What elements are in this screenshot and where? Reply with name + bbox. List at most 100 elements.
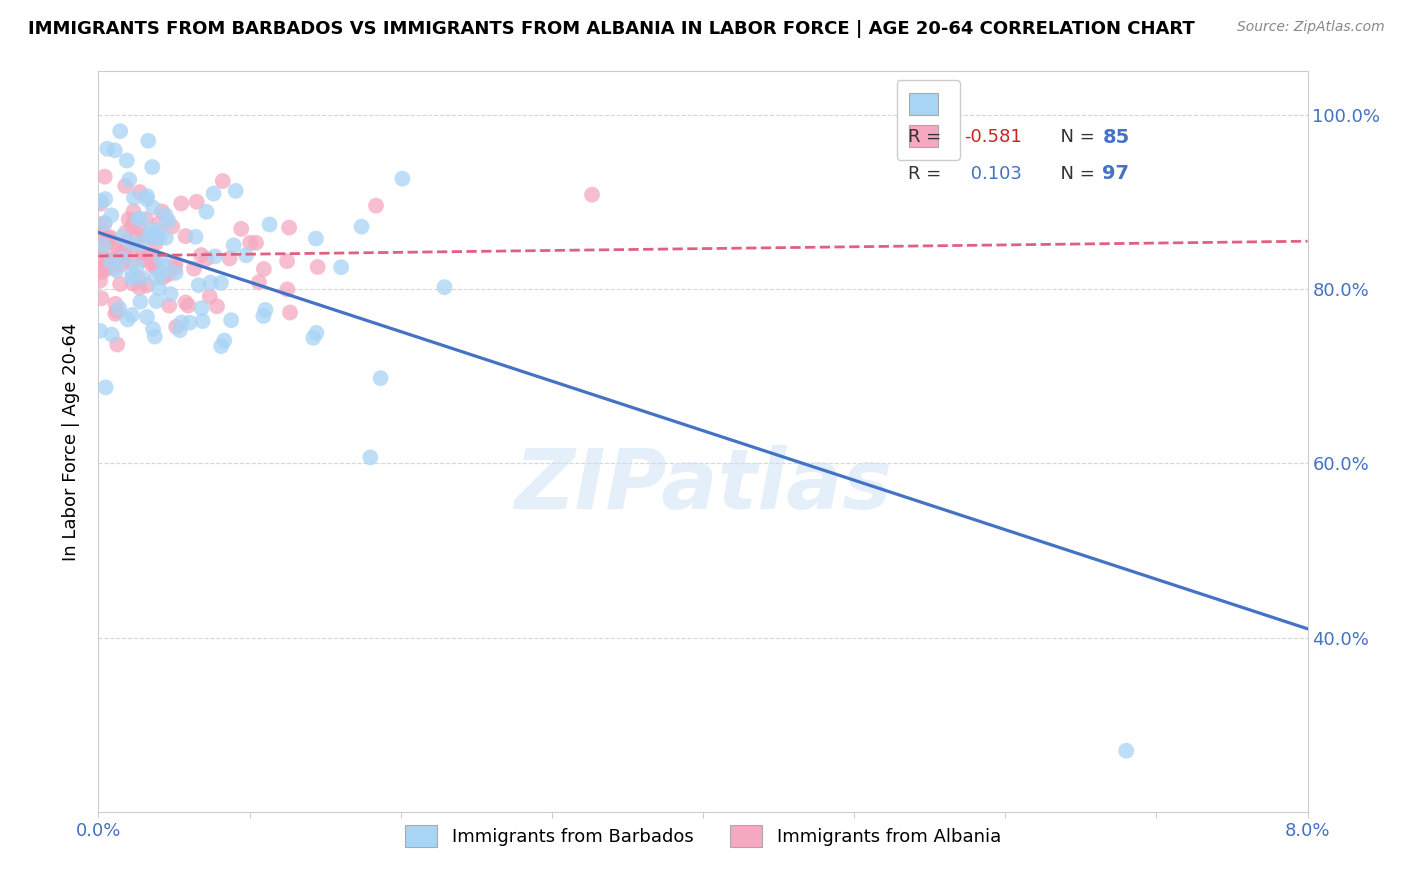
- Text: -0.581: -0.581: [965, 128, 1022, 146]
- Point: [128, 281, 150, 295]
- Point: [307, 260, 329, 274]
- Text: 97: 97: [1102, 164, 1129, 184]
- Point: [90, 196, 112, 211]
- Point: [120, 255, 142, 269]
- Point: [89, 262, 111, 277]
- Point: [101, 258, 124, 272]
- Point: [165, 319, 187, 334]
- Point: [200, 276, 222, 290]
- Point: [145, 294, 167, 309]
- Point: [100, 254, 122, 268]
- Point: [163, 261, 186, 276]
- Point: [145, 236, 167, 251]
- Point: [127, 271, 149, 285]
- Point: [104, 307, 127, 321]
- Point: [121, 271, 143, 285]
- Point: [239, 235, 262, 250]
- Point: [108, 301, 131, 316]
- Point: [91, 260, 114, 275]
- Point: [139, 249, 162, 263]
- Point: [104, 236, 127, 251]
- Point: [108, 277, 131, 291]
- Point: [184, 229, 207, 244]
- Point: [115, 243, 138, 257]
- Point: [247, 275, 270, 289]
- Point: [190, 248, 212, 262]
- Point: [105, 263, 128, 277]
- Point: [160, 219, 183, 234]
- Point: [93, 216, 115, 230]
- Text: R =: R =: [908, 128, 948, 146]
- Point: [98, 230, 121, 244]
- Point: [135, 212, 157, 227]
- Point: [125, 230, 148, 244]
- Point: [218, 252, 240, 266]
- Text: N =: N =: [1049, 128, 1101, 146]
- Point: [305, 231, 328, 245]
- Point: [89, 324, 111, 338]
- Point: [276, 254, 298, 268]
- Point: [111, 244, 134, 259]
- Point: [115, 153, 138, 168]
- Point: [98, 231, 121, 245]
- Point: [364, 199, 387, 213]
- Point: [157, 214, 180, 228]
- Point: [121, 277, 143, 291]
- Point: [96, 261, 118, 276]
- Point: [219, 313, 242, 327]
- Point: [105, 240, 128, 254]
- Point: [114, 240, 136, 254]
- Point: [170, 316, 193, 330]
- Point: [276, 282, 298, 296]
- Point: [94, 380, 117, 394]
- Point: [93, 169, 115, 184]
- Point: [121, 308, 143, 322]
- Point: [132, 251, 155, 265]
- Point: [145, 260, 167, 275]
- Point: [100, 327, 122, 342]
- Point: [150, 204, 173, 219]
- Point: [96, 232, 118, 246]
- Point: [183, 261, 205, 276]
- Point: [330, 260, 353, 275]
- Point: [148, 281, 170, 295]
- Point: [118, 172, 141, 186]
- Point: [138, 228, 160, 243]
- Point: [139, 230, 162, 244]
- Point: [104, 144, 127, 158]
- Point: [111, 252, 134, 266]
- Point: [350, 219, 373, 234]
- Legend: Immigrants from Barbados, Immigrants from Albania: Immigrants from Barbados, Immigrants fro…: [394, 814, 1012, 858]
- Point: [191, 314, 214, 328]
- Point: [121, 219, 143, 233]
- Point: [198, 290, 221, 304]
- Point: [120, 235, 142, 250]
- Point: [259, 218, 281, 232]
- Point: [231, 222, 253, 236]
- Point: [100, 208, 122, 222]
- Text: ZIPatlas: ZIPatlas: [515, 445, 891, 526]
- Point: [128, 185, 150, 199]
- Point: [253, 262, 276, 277]
- Point: [204, 249, 226, 263]
- Point: [127, 240, 149, 254]
- Point: [141, 259, 163, 273]
- Point: [125, 260, 148, 274]
- Point: [117, 312, 139, 326]
- Point: [142, 248, 165, 262]
- Point: [91, 265, 114, 279]
- Point: [104, 297, 127, 311]
- Point: [359, 450, 381, 465]
- Point: [90, 227, 112, 241]
- Point: [143, 329, 166, 343]
- Text: Source: ZipAtlas.com: Source: ZipAtlas.com: [1237, 20, 1385, 34]
- Text: 85: 85: [1102, 128, 1129, 147]
- Point: [108, 124, 131, 138]
- Point: [110, 247, 132, 261]
- Point: [235, 248, 257, 262]
- Point: [254, 302, 277, 317]
- Point: [190, 301, 212, 315]
- Point: [1115, 744, 1137, 758]
- Point: [170, 196, 193, 211]
- Point: [129, 212, 152, 227]
